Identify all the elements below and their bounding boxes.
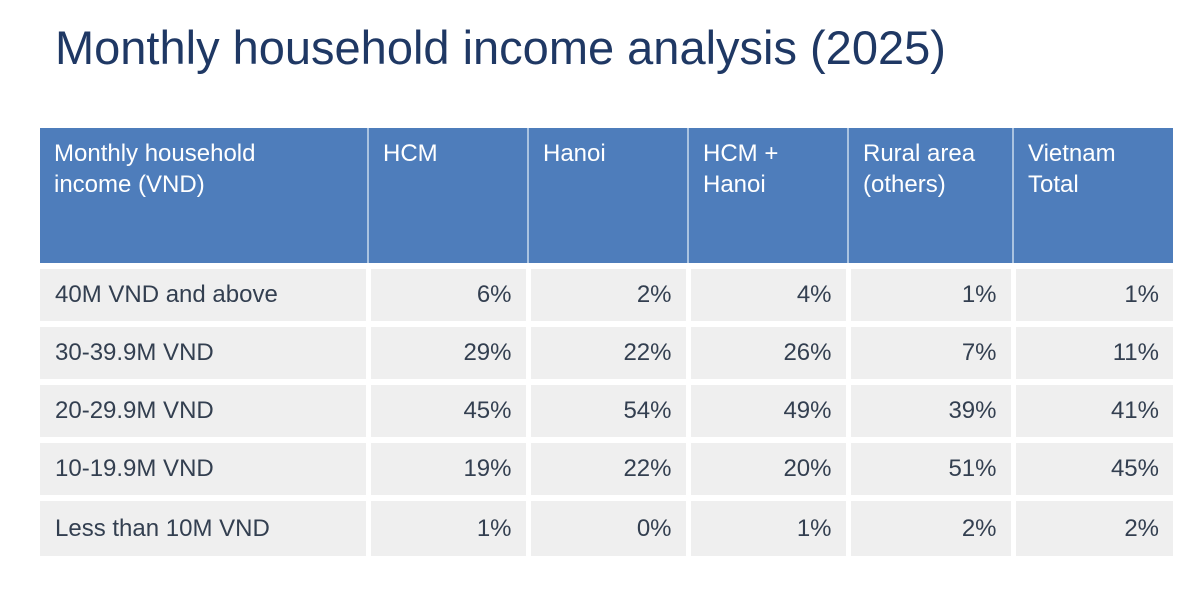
table-row: 40M VND and above 6% 2% 4% 1% 1%	[40, 266, 1173, 327]
table-cell: 7%	[848, 324, 1016, 385]
table-cell: 2%	[528, 266, 691, 327]
page-title: Monthly household income analysis (2025)	[55, 21, 946, 74]
row-label: 20-29.9M VND	[40, 382, 371, 443]
table-row: 30-39.9M VND 29% 22% 26% 7% 11%	[40, 324, 1173, 385]
table-cell: 1%	[688, 498, 851, 556]
table-cell: 0%	[528, 498, 691, 556]
table-cell: 51%	[848, 440, 1016, 501]
table-cell: 1%	[368, 498, 531, 556]
table-cell: 22%	[528, 440, 691, 501]
row-label: 30-39.9M VND	[40, 324, 371, 385]
table-cell: 1%	[848, 266, 1016, 327]
column-header-label: Monthly household income (VND)	[54, 140, 256, 198]
column-header-vietnam-total: Vietnam Total	[1013, 128, 1173, 269]
column-header-rural: Rural area (others)	[848, 128, 1014, 269]
table-header: Monthly household income (VND) HCM Hanoi…	[40, 128, 1173, 269]
table-cell: 11%	[1013, 324, 1173, 385]
table-row: Less than 10M VND 1% 0% 1% 2% 2%	[40, 498, 1173, 556]
row-label: Less than 10M VND	[40, 498, 371, 556]
table-row: 10-19.9M VND 19% 22% 20% 51% 45%	[40, 440, 1173, 501]
column-header-label: HCM + Hanoi	[703, 140, 779, 198]
table-cell: 49%	[688, 382, 851, 443]
table-cell: 6%	[368, 266, 531, 327]
table-cell: 2%	[848, 498, 1016, 556]
column-header-income: Monthly household income (VND)	[40, 128, 369, 269]
table-cell: 41%	[1013, 382, 1173, 443]
table-cell: 45%	[368, 382, 531, 443]
table-cell: 26%	[688, 324, 851, 385]
table-cell: 19%	[368, 440, 531, 501]
column-header-label: Rural area (others)	[863, 140, 976, 198]
column-header-label: Hanoi	[543, 140, 606, 167]
column-header-hanoi: Hanoi	[528, 128, 689, 269]
income-table: Monthly household income (VND) HCM Hanoi…	[40, 128, 1173, 556]
table-cell: 4%	[688, 266, 851, 327]
column-header-hcm-hanoi: HCM + Hanoi	[688, 128, 849, 269]
row-label: 10-19.9M VND	[40, 440, 371, 501]
table-cell: 45%	[1013, 440, 1173, 501]
row-label: 40M VND and above	[40, 266, 371, 327]
column-header-hcm: HCM	[368, 128, 529, 269]
table-body: 40M VND and above 6% 2% 4% 1% 1% 30-39.9…	[40, 266, 1173, 556]
table-row: 20-29.9M VND 45% 54% 49% 39% 41%	[40, 382, 1173, 443]
table-cell: 29%	[368, 324, 531, 385]
table-cell: 1%	[1013, 266, 1173, 327]
header-row: Monthly household income (VND) HCM Hanoi…	[40, 128, 1173, 269]
table-cell: 2%	[1013, 498, 1173, 556]
table-cell: 54%	[528, 382, 691, 443]
table-cell: 39%	[848, 382, 1016, 443]
column-header-label: HCM	[383, 140, 438, 167]
table-cell: 20%	[688, 440, 851, 501]
column-header-label: Vietnam Total	[1028, 140, 1116, 198]
table-cell: 22%	[528, 324, 691, 385]
